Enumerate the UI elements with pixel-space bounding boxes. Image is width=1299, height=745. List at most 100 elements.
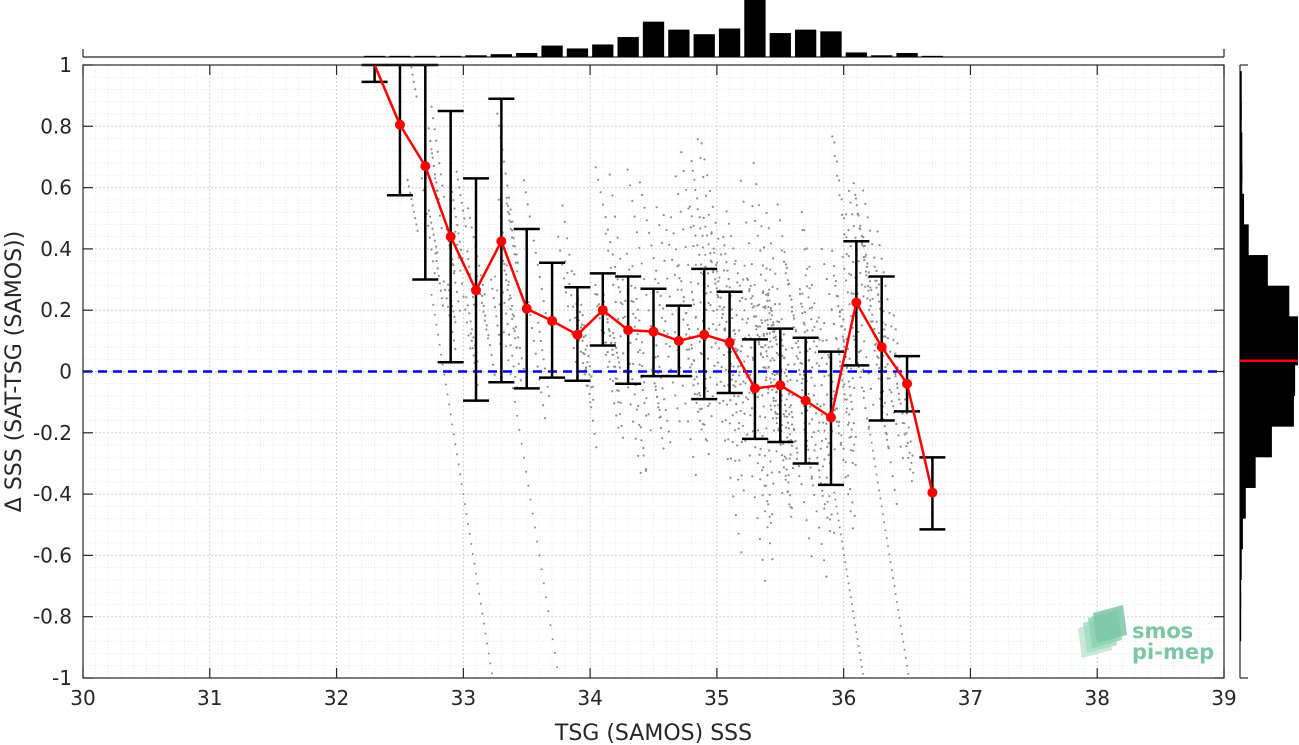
scatter-point (873, 328, 876, 331)
scatter-point (796, 451, 799, 454)
scatter-point (762, 306, 765, 309)
logo-layer (1093, 605, 1127, 643)
scatter-point (527, 484, 530, 487)
scatter-point (622, 352, 625, 355)
scatter-point (707, 452, 710, 456)
scatter-point (629, 341, 632, 344)
scatter-point (749, 414, 752, 417)
scatter-point (855, 204, 858, 207)
scatter-point (864, 270, 868, 273)
scatter-point (619, 335, 622, 338)
scatter-point (835, 407, 838, 410)
scatter-point (452, 272, 456, 275)
scatter-point (444, 383, 447, 386)
scatter-point (869, 387, 873, 390)
scatter-point (621, 436, 625, 439)
scatter-point (895, 601, 898, 603)
scatter-point (871, 243, 874, 246)
scatter-point (705, 292, 708, 295)
scatter-point (748, 290, 751, 293)
scatter-point (875, 363, 878, 366)
scatter-point (435, 139, 438, 142)
scatter-point (507, 283, 510, 287)
scatter-point (438, 282, 441, 285)
scatter-point (799, 361, 802, 365)
scatter-point (763, 454, 767, 457)
scatter-point (840, 434, 843, 437)
scatter-point (846, 291, 849, 294)
scatter-point (877, 356, 880, 359)
scatter-point (432, 303, 435, 306)
scatter-point (434, 173, 437, 176)
scatter-point (712, 247, 715, 250)
scatter-point (877, 331, 880, 335)
scatter-point (689, 438, 692, 441)
scatter-point (502, 160, 506, 163)
scatter-point (790, 507, 794, 510)
scatter-point (825, 339, 828, 342)
mean-marker (420, 161, 431, 172)
scatter-point (666, 419, 669, 422)
scatter-point (663, 259, 666, 262)
scatter-point (441, 304, 445, 307)
scatter-point (849, 487, 852, 491)
scatter-point (508, 212, 511, 216)
scatter-point (460, 201, 463, 204)
scatter-point (821, 489, 824, 492)
scatter-point (833, 155, 836, 158)
scatter-point (808, 347, 811, 350)
y-histogram-bar (1240, 193, 1245, 243)
scatter-point (411, 73, 414, 76)
x-histogram-bar (668, 29, 690, 57)
scatter-point (468, 312, 471, 315)
scatter-point (406, 178, 409, 181)
scatter-point (876, 355, 879, 358)
scatter-point (654, 356, 657, 359)
scatter-point (842, 340, 845, 343)
scatter-point (452, 433, 455, 436)
scatter-point (479, 274, 483, 277)
scatter-point (862, 245, 865, 248)
scatter-point (732, 365, 735, 368)
scatter-point (844, 476, 847, 479)
scatter-point (509, 373, 512, 376)
scatter-point (613, 402, 616, 405)
scatter-point (687, 263, 690, 266)
scatter-point (680, 151, 683, 154)
scatter-point (627, 386, 630, 389)
scatter-point (807, 296, 810, 299)
scatter-point (827, 353, 830, 356)
scatter-point (698, 253, 701, 256)
scatter-point (414, 217, 417, 220)
scatter-point (886, 413, 889, 416)
scatter-point (894, 375, 897, 378)
scatter-point (845, 213, 848, 216)
scatter-point (538, 330, 541, 333)
scatter-point (513, 245, 517, 248)
scatter-point (894, 372, 897, 375)
scatter-point (656, 291, 659, 294)
x-histogram-bar (541, 45, 563, 57)
scatter-point (594, 293, 597, 296)
scatter-point (614, 377, 617, 380)
scatter-point (775, 417, 778, 420)
scatter-point (799, 373, 802, 376)
scatter-point (845, 253, 848, 256)
scatter-point (699, 271, 703, 274)
x-histogram-bar (921, 55, 944, 57)
y-histogram-bar (1240, 101, 1242, 151)
scatter-point (637, 404, 640, 408)
scatter-point (457, 300, 460, 303)
scatter-point (668, 243, 671, 246)
scatter-point (896, 386, 899, 389)
scatter-point (731, 316, 734, 320)
scatter-point (664, 320, 667, 323)
scatter-point (845, 568, 848, 571)
scatter-point (636, 332, 639, 336)
scatter-point (785, 468, 788, 471)
scatter-point (723, 306, 726, 309)
scatter-point (520, 357, 523, 360)
scatter-point (788, 433, 792, 436)
scatter-point (722, 269, 726, 272)
scatter-point (897, 392, 901, 395)
